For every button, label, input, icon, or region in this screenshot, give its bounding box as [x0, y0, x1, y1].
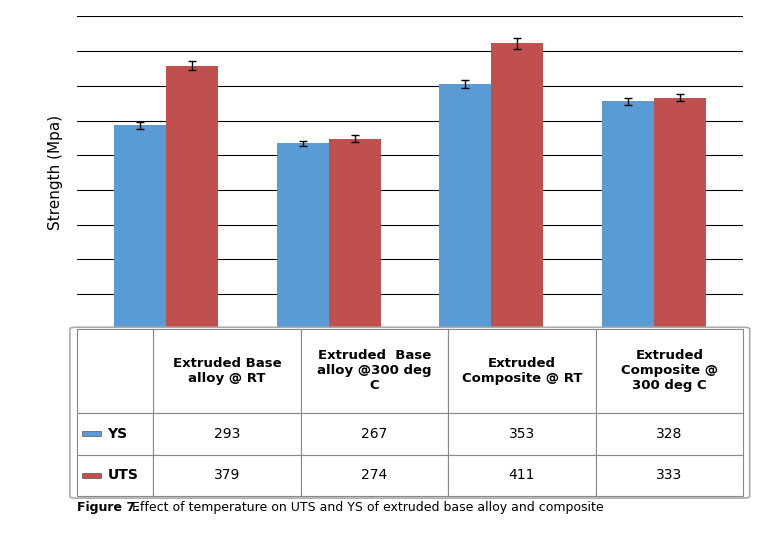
Bar — [82, 473, 100, 478]
Bar — [77, 413, 153, 455]
Bar — [301, 455, 448, 497]
Bar — [153, 413, 301, 455]
Bar — [491, 44, 543, 329]
Bar — [596, 413, 743, 455]
Text: 267: 267 — [362, 426, 388, 441]
Text: 274: 274 — [362, 468, 388, 483]
Bar — [596, 329, 743, 413]
Y-axis label: Strength (Mpa): Strength (Mpa) — [48, 115, 64, 230]
Text: Effect of temperature on UTS and YS of extruded base alloy and composite: Effect of temperature on UTS and YS of e… — [132, 501, 604, 514]
Text: YS: YS — [107, 426, 127, 441]
Bar — [153, 455, 301, 497]
Bar — [329, 139, 381, 329]
Text: Extruded
Composite @
300 deg C: Extruded Composite @ 300 deg C — [620, 349, 718, 392]
Bar — [448, 455, 596, 497]
Text: Extruded
Composite @ RT: Extruded Composite @ RT — [462, 357, 582, 385]
Bar — [153, 329, 301, 413]
Bar — [596, 455, 743, 497]
Bar — [114, 125, 166, 329]
Bar — [653, 97, 705, 329]
Bar — [301, 329, 448, 413]
Bar — [601, 101, 653, 329]
Bar — [166, 66, 218, 329]
Text: 328: 328 — [656, 426, 683, 441]
Bar — [439, 84, 491, 329]
Bar — [277, 144, 329, 329]
Text: Extruded  Base
alloy @300 deg
C: Extruded Base alloy @300 deg C — [317, 349, 432, 392]
Text: UTS: UTS — [107, 468, 138, 483]
Bar — [448, 329, 596, 413]
Text: Extruded Base
alloy @ RT: Extruded Base alloy @ RT — [172, 357, 281, 385]
Text: 353: 353 — [509, 426, 535, 441]
Bar — [77, 455, 153, 497]
Bar — [448, 413, 596, 455]
Bar — [77, 329, 153, 413]
Bar — [301, 413, 448, 455]
Text: Figure 7.: Figure 7. — [77, 501, 139, 514]
Text: 293: 293 — [214, 426, 241, 441]
Text: 379: 379 — [214, 468, 241, 483]
Bar — [82, 431, 100, 436]
FancyBboxPatch shape — [70, 327, 750, 498]
Text: 333: 333 — [656, 468, 683, 483]
Text: 411: 411 — [509, 468, 535, 483]
